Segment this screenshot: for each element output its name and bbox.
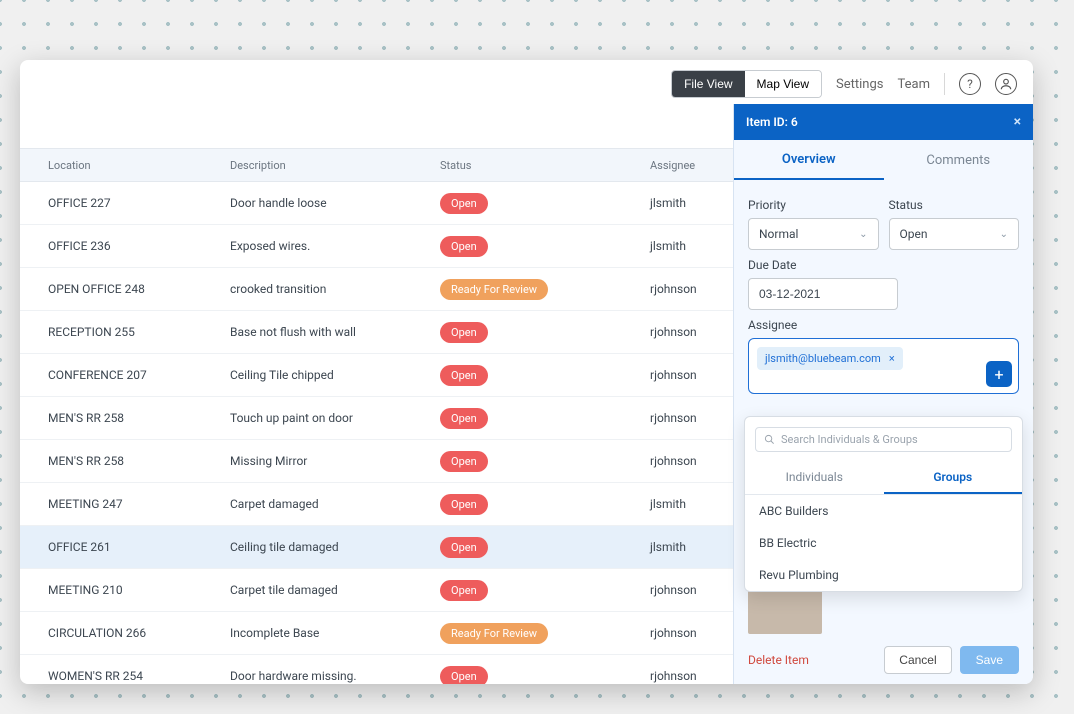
col-header-location[interactable]: Location bbox=[20, 159, 230, 172]
cell-location: CIRCULATION 266 bbox=[20, 626, 230, 640]
team-link[interactable]: Team bbox=[898, 77, 931, 92]
cell-description: crooked transition bbox=[230, 282, 440, 296]
cell-location: OPEN OFFICE 248 bbox=[20, 282, 230, 296]
status-label: Status bbox=[889, 198, 1020, 212]
dd-tab-individuals[interactable]: Individuals bbox=[745, 462, 884, 494]
add-assignee-button[interactable]: + bbox=[986, 361, 1012, 387]
top-bar: File View Map View Settings Team ? bbox=[671, 68, 1017, 100]
cell-description: Ceiling Tile chipped bbox=[230, 368, 440, 382]
map-view-button[interactable]: Map View bbox=[745, 71, 821, 97]
assignee-label: Assignee bbox=[748, 318, 1019, 332]
cell-status: Open bbox=[440, 365, 650, 386]
cell-location: OFFICE 227 bbox=[20, 196, 230, 210]
cell-status: Open bbox=[440, 236, 650, 257]
status-badge: Open bbox=[440, 580, 488, 601]
assignee-box[interactable]: jlsmith@bluebeam.com × + bbox=[748, 338, 1019, 394]
cell-description: Touch up paint on door bbox=[230, 411, 440, 425]
panel-title: Item ID: 6 bbox=[746, 115, 798, 129]
cancel-button[interactable]: Cancel bbox=[884, 646, 951, 674]
group-option[interactable]: ABC Builders bbox=[745, 495, 1022, 527]
cell-status: Open bbox=[440, 537, 650, 558]
cell-description: Exposed wires. bbox=[230, 239, 440, 253]
settings-link[interactable]: Settings bbox=[836, 77, 883, 92]
status-badge: Open bbox=[440, 408, 488, 429]
search-icon bbox=[764, 434, 775, 445]
save-button[interactable]: Save bbox=[960, 646, 1019, 674]
cell-description: Door hardware missing. bbox=[230, 669, 440, 683]
help-icon[interactable]: ? bbox=[959, 73, 981, 95]
cell-description: Door handle loose bbox=[230, 196, 440, 210]
tab-overview[interactable]: Overview bbox=[734, 140, 884, 180]
cell-description: Ceiling tile damaged bbox=[230, 540, 440, 554]
status-badge: Open bbox=[440, 236, 488, 257]
tab-comments[interactable]: Comments bbox=[884, 140, 1034, 180]
group-option[interactable]: BB Electric bbox=[745, 527, 1022, 559]
dd-tab-groups[interactable]: Groups bbox=[884, 462, 1023, 494]
detail-panel: Item ID: 6 × Overview Comments Priority … bbox=[733, 104, 1033, 684]
cell-status: Open bbox=[440, 494, 650, 515]
cell-description: Incomplete Base bbox=[230, 626, 440, 640]
delete-item-link[interactable]: Delete Item bbox=[748, 653, 809, 667]
close-icon[interactable]: × bbox=[1014, 114, 1021, 130]
col-header-status[interactable]: Status bbox=[440, 159, 650, 172]
cell-location: MEN'S RR 258 bbox=[20, 454, 230, 468]
cell-location: OFFICE 236 bbox=[20, 239, 230, 253]
view-toggle: File View Map View bbox=[671, 70, 822, 98]
search-placeholder: Search Individuals & Groups bbox=[781, 433, 918, 446]
chevron-down-icon: ⌄ bbox=[1000, 229, 1008, 240]
divider bbox=[944, 73, 945, 95]
cell-description: Carpet damaged bbox=[230, 497, 440, 511]
panel-header: Item ID: 6 × bbox=[734, 104, 1033, 140]
cell-status: Ready For Review bbox=[440, 279, 650, 300]
status-badge: Open bbox=[440, 494, 488, 515]
cell-status: Open bbox=[440, 666, 650, 685]
priority-label: Priority bbox=[748, 198, 879, 212]
assignee-chip: jlsmith@bluebeam.com × bbox=[757, 347, 903, 370]
search-input[interactable]: Search Individuals & Groups bbox=[755, 427, 1012, 452]
panel-tabs: Overview Comments bbox=[734, 140, 1033, 180]
cell-location: WOMEN'S RR 254 bbox=[20, 669, 230, 683]
status-badge: Open bbox=[440, 666, 488, 685]
status-badge: Ready For Review bbox=[440, 279, 548, 300]
cell-status: Ready For Review bbox=[440, 623, 650, 644]
due-date-input[interactable] bbox=[748, 278, 898, 310]
file-view-button[interactable]: File View bbox=[672, 71, 744, 97]
cell-status: Open bbox=[440, 322, 650, 343]
status-value: Open bbox=[900, 227, 928, 241]
cell-location: MEN'S RR 258 bbox=[20, 411, 230, 425]
due-date-label: Due Date bbox=[748, 258, 1019, 272]
status-badge: Open bbox=[440, 193, 488, 214]
group-option[interactable]: Revu Plumbing bbox=[745, 559, 1022, 591]
assignee-chip-text: jlsmith@bluebeam.com bbox=[765, 352, 881, 365]
cell-location: RECEPTION 255 bbox=[20, 325, 230, 339]
cell-location: CONFERENCE 207 bbox=[20, 368, 230, 382]
priority-select[interactable]: Normal ⌄ bbox=[748, 218, 879, 250]
cell-description: Carpet tile damaged bbox=[230, 583, 440, 597]
cell-location: MEETING 247 bbox=[20, 497, 230, 511]
status-badge: Open bbox=[440, 322, 488, 343]
col-header-description[interactable]: Description bbox=[230, 159, 440, 172]
assignee-dropdown: Search Individuals & Groups Individuals … bbox=[744, 416, 1023, 592]
cell-description: Missing Mirror bbox=[230, 454, 440, 468]
remove-chip-icon[interactable]: × bbox=[889, 352, 895, 365]
chevron-down-icon: ⌄ bbox=[859, 229, 867, 240]
cell-location: MEETING 210 bbox=[20, 583, 230, 597]
cell-status: Open bbox=[440, 451, 650, 472]
status-badge: Open bbox=[440, 537, 488, 558]
user-avatar-icon[interactable] bbox=[995, 73, 1017, 95]
status-badge: Open bbox=[440, 365, 488, 386]
cell-status: Open bbox=[440, 580, 650, 601]
status-badge: Ready For Review bbox=[440, 623, 548, 644]
cell-description: Base not flush with wall bbox=[230, 325, 440, 339]
cell-status: Open bbox=[440, 408, 650, 429]
app-window: File View Map View Settings Team ? Expor… bbox=[20, 60, 1033, 684]
status-badge: Open bbox=[440, 451, 488, 472]
cell-status: Open bbox=[440, 193, 650, 214]
status-select[interactable]: Open ⌄ bbox=[889, 218, 1020, 250]
cell-location: OFFICE 261 bbox=[20, 540, 230, 554]
panel-footer: Delete Item Cancel Save bbox=[734, 636, 1033, 684]
priority-value: Normal bbox=[759, 227, 798, 241]
